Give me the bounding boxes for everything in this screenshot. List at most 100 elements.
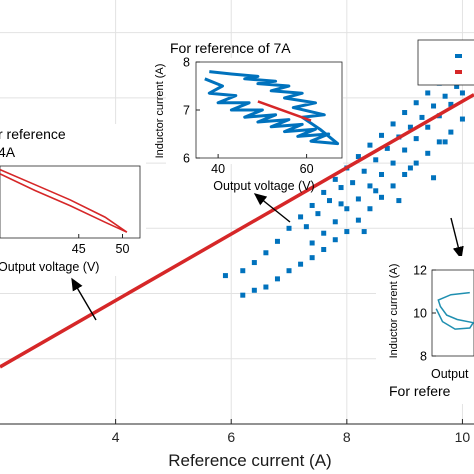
arrow-to-inset-10a bbox=[450, 217, 464, 260]
main-scatter-point bbox=[355, 196, 361, 202]
main-scatter-point bbox=[309, 240, 315, 246]
inset-10a-x-axis-label: Output bbox=[431, 367, 469, 381]
inset-4a-red-trajectory bbox=[0, 168, 128, 233]
main-scatter-point bbox=[402, 171, 408, 177]
legend-marker-red bbox=[455, 70, 462, 74]
main-scatter-point bbox=[436, 139, 442, 145]
inset-7a-x-tick-label: 60 bbox=[300, 162, 314, 176]
main-scatter-point bbox=[384, 145, 390, 151]
main-scatter-point bbox=[425, 90, 431, 96]
main-scatter-point bbox=[251, 287, 257, 293]
main-scatter-point bbox=[367, 206, 373, 212]
main-reference-line bbox=[0, 93, 474, 369]
inset-7a-red-trajectory bbox=[257, 100, 312, 122]
inset-10a: 8 10 12 Inductor current (A) Output For re… bbox=[376, 256, 474, 404]
main-x-tick-label: 10 bbox=[455, 429, 471, 445]
main-scatter-point bbox=[448, 101, 454, 107]
inset-4a-x-tick-label: 45 bbox=[72, 242, 86, 256]
main-scatter-point bbox=[367, 183, 373, 189]
inset-4a-title-line-1: r reference bbox=[0, 126, 66, 142]
inset-10a-y-tick-label: 8 bbox=[420, 350, 427, 364]
inset-4a-background bbox=[0, 124, 146, 276]
main-scatter-point bbox=[419, 114, 425, 120]
inset-7a-y-tick-label: 7 bbox=[183, 104, 190, 118]
main-scatter-point bbox=[407, 124, 413, 130]
main-scatter-point bbox=[379, 171, 385, 177]
main-scatter-point bbox=[315, 211, 321, 217]
inset-10a-background bbox=[376, 256, 474, 404]
main-scatter-point bbox=[402, 147, 408, 153]
inset-7a-y-tick-label: 8 bbox=[183, 56, 190, 70]
inset-10a-trajectory bbox=[435, 291, 474, 330]
arrow-to-inset-7a bbox=[253, 193, 291, 223]
main-scatter-point bbox=[442, 139, 448, 145]
legend bbox=[417, 39, 474, 86]
main-scatter-point bbox=[390, 121, 396, 127]
inset-10a-y-axis-label: Inductor current (A) bbox=[388, 264, 400, 359]
main-scatter-point bbox=[309, 202, 315, 208]
main-scatter-point bbox=[251, 260, 257, 266]
main-scatter-point bbox=[344, 206, 350, 212]
main-x-tick-label: 6 bbox=[227, 429, 235, 445]
main-scatter-point bbox=[274, 238, 280, 244]
main-scatter-point bbox=[303, 224, 309, 230]
main-scatter-point bbox=[431, 175, 437, 181]
inset-7a-x-ticks: 40 60 bbox=[211, 154, 314, 176]
main-scatter-point bbox=[413, 160, 419, 166]
main-scatter-point bbox=[390, 183, 396, 189]
inset-4a-red-line bbox=[0, 168, 128, 233]
main-scatter-point bbox=[373, 188, 379, 194]
main-scatter-point bbox=[367, 142, 373, 148]
main-scatter-point bbox=[407, 165, 413, 171]
inset-4a-x-ticks: 45 50 bbox=[72, 234, 130, 256]
inset-10a-title: For refere bbox=[389, 383, 451, 399]
main-scatter-point bbox=[425, 124, 431, 130]
main-scatter-point bbox=[373, 157, 379, 163]
main-scatter-point bbox=[402, 110, 408, 116]
inset-7a-x-axis-label: Output voltage (V) bbox=[213, 179, 314, 193]
main-scatter-point bbox=[286, 225, 292, 231]
main-scatter-point bbox=[442, 93, 448, 99]
inset-4a: r reference 4A 45 50 Output voltage (V) bbox=[0, 124, 146, 276]
main-scatter-point bbox=[355, 217, 361, 223]
main-scatter-point bbox=[321, 247, 327, 253]
inset-7a-blue-line bbox=[204, 70, 340, 146]
main-scatter-point bbox=[344, 229, 350, 235]
main-scatter-point bbox=[222, 273, 228, 279]
arrow-to-inset-4a bbox=[71, 277, 97, 321]
inset-7a-y-ticks: 6 7 8 bbox=[183, 56, 200, 166]
legend-marker-blue bbox=[455, 54, 462, 58]
inset-4a-x-axis-label: Output voltage (V) bbox=[0, 260, 99, 274]
main-scatter-point bbox=[454, 83, 460, 89]
main-scatter-point bbox=[338, 185, 344, 191]
main-scatter-point bbox=[321, 230, 327, 236]
main-scatter-point bbox=[240, 268, 246, 274]
main-scatter-point bbox=[298, 214, 304, 220]
inset-7a-title: For reference of 7A bbox=[170, 40, 291, 56]
main-reference-line-series bbox=[0, 93, 474, 369]
main-scatter-point bbox=[379, 132, 385, 138]
main-scatter-point bbox=[321, 189, 327, 195]
inset-4a-x-tick-label: 50 bbox=[116, 242, 130, 256]
main-scatter-point bbox=[309, 255, 315, 261]
main-scatter-point bbox=[361, 168, 367, 174]
main-scatter-point bbox=[298, 261, 304, 267]
main-scatter-point bbox=[326, 198, 332, 204]
main-scatter-point bbox=[425, 150, 431, 156]
inset-4a-title-line-2: 4A bbox=[0, 144, 16, 160]
main-scatter-point bbox=[332, 219, 338, 225]
inset-10a-y-tick-label: 12 bbox=[413, 264, 427, 278]
main-scatter-point bbox=[355, 154, 361, 160]
inset-10a-y-ticks: 8 10 12 bbox=[413, 264, 436, 364]
inset-7a-y-axis-label: Inductor current (A) bbox=[154, 64, 166, 159]
main-scatter-point bbox=[448, 129, 454, 135]
main-scatter-point bbox=[379, 194, 385, 200]
inset-7a-blue-trajectory bbox=[204, 70, 340, 146]
main-scatter-point bbox=[338, 201, 344, 207]
main-scatter-point bbox=[263, 284, 269, 290]
main-scatter-point bbox=[390, 160, 396, 166]
inset-7a-x-tick-label: 40 bbox=[211, 162, 225, 176]
inset-10a-y-tick-label: 10 bbox=[413, 307, 427, 321]
inset-10a-line bbox=[435, 291, 474, 330]
